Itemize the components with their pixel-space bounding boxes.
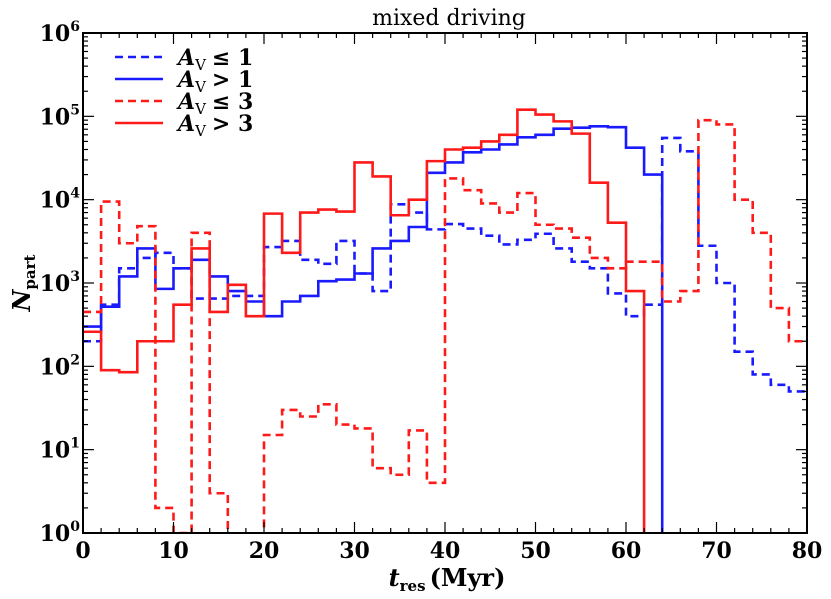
- legend: AV ≤ 1AV > 1AV ≤ 3AV > 3: [115, 45, 253, 140]
- x-tick-label: 0: [75, 538, 90, 564]
- chart-title: mixed driving: [372, 6, 526, 31]
- x-tick-label: 30: [339, 538, 370, 564]
- x-tick-label: 60: [611, 538, 642, 564]
- y-tick-label: 103: [40, 269, 80, 297]
- x-axis-unit: (Myr): [430, 563, 506, 592]
- y-tick-labels: 100 101 102 103 104 105 106: [40, 19, 81, 547]
- y-axis-symbol: N: [7, 288, 36, 312]
- series-layer: [83, 108, 807, 533]
- y-tick-label: 102: [40, 352, 80, 380]
- x-axis-subscript: res: [400, 577, 426, 595]
- y-tick-label: 106: [40, 19, 80, 47]
- legend-label-1: AV ≤ 1: [176, 45, 253, 74]
- x-tick-label: 80: [792, 538, 823, 564]
- y-axis-label: Npart: [7, 254, 39, 312]
- y-tick-label: 104: [40, 186, 81, 214]
- legend-label-2: AV > 1: [176, 67, 253, 96]
- x-tick-label: 50: [520, 538, 551, 564]
- legend-label-4: AV > 3: [176, 111, 253, 140]
- y-tick-label: 101: [40, 436, 80, 464]
- y-tick-label: 105: [40, 102, 80, 130]
- series-line-2: [83, 124, 664, 533]
- legend-label-3: AV ≤ 3: [176, 89, 253, 118]
- x-axis-symbol: t: [389, 563, 400, 592]
- x-axis-label: tres (Myr): [389, 563, 506, 595]
- y-tick-label: 100: [40, 519, 81, 547]
- x-tick-label: 40: [430, 538, 461, 564]
- series-line-4: [83, 108, 646, 533]
- x-tick-label: 10: [158, 538, 189, 564]
- x-tick-labels: 0 10 20 30 40 50 60 70 80: [75, 538, 822, 564]
- series-line-3: [83, 118, 807, 533]
- y-axis-subscript: part: [21, 254, 39, 289]
- ticks-layer: [82, 32, 808, 534]
- x-tick-label: 20: [249, 538, 280, 564]
- x-tick-label: 70: [701, 538, 732, 564]
